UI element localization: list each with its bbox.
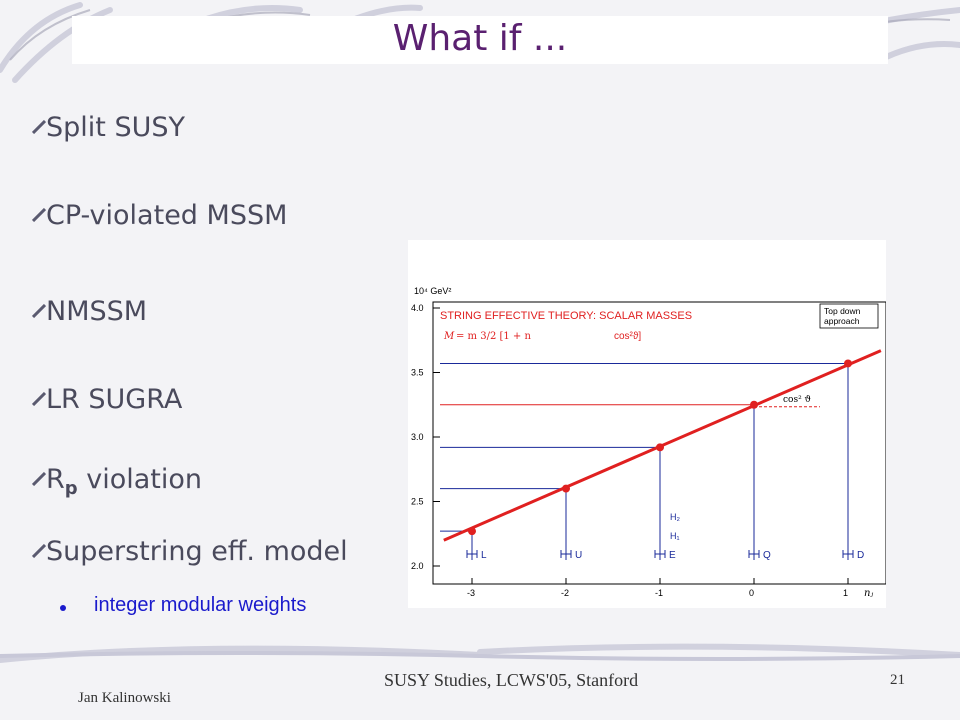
cos-label: cos² ϑ	[783, 395, 812, 405]
point-label: L	[481, 550, 487, 561]
x-tick-label: -2	[561, 588, 569, 598]
formula-middle: = m 3/2 [1 + n	[456, 331, 531, 342]
y-tick-label: 3.5	[411, 368, 424, 378]
scalar-mass-chart: 10⁴ GeV² STRING EFFECTIVE THEORY: SCALAR…	[411, 286, 886, 599]
footer-rule	[0, 651, 960, 661]
higgs-label-h2: H₂	[670, 512, 680, 522]
bullet-mark-icon	[32, 472, 46, 486]
slide-title: What if ...	[392, 18, 568, 59]
bullet-mark-icon	[32, 392, 46, 406]
point-label: E	[669, 550, 676, 561]
corner-box-line-2: approach	[824, 316, 860, 326]
bullet-label: Superstring eff. model	[46, 536, 348, 567]
sub-bullet-dot-icon	[60, 605, 66, 611]
bullet-label: LR SUGRA	[46, 384, 183, 415]
data-point	[562, 484, 570, 493]
y-tick-label: 4.0	[411, 303, 424, 313]
scalar-mass-figure: 10⁴ GeV² STRING EFFECTIVE THEORY: SCALAR…	[408, 240, 886, 608]
x-tick-label: 0	[749, 588, 754, 598]
bullet-mark-icon	[32, 544, 46, 558]
data-point	[468, 527, 476, 536]
chart-title: STRING EFFECTIVE THEORY: SCALAR MASSES	[440, 310, 692, 322]
corner-box	[819, 303, 879, 329]
page-number: 21	[890, 672, 905, 688]
point-label: D	[857, 550, 864, 561]
x-axis-label: nⱼ	[864, 588, 873, 599]
y-tick-label: 2.0	[411, 561, 424, 571]
bullet-label: CP-violated MSSM	[46, 200, 288, 231]
y-tick-label: 2.5	[411, 497, 424, 507]
data-point	[844, 359, 852, 368]
bullet-label: NMSSM	[46, 296, 148, 327]
x-tick-label: -1	[655, 588, 663, 598]
sub-bullet-label: integer modular weights	[94, 594, 307, 616]
bullet-label: Rp violation	[46, 464, 203, 499]
bullet-label: Split SUSY	[46, 112, 185, 143]
x-tick-label: -3	[467, 588, 475, 598]
bullet-mark-icon	[32, 304, 46, 318]
bullet-mark-icon	[32, 208, 46, 222]
title-bar	[72, 16, 888, 64]
formula-left: M	[443, 331, 455, 342]
y-tick-label: 3.0	[411, 432, 424, 442]
point-label: Q	[763, 550, 771, 561]
data-point	[656, 443, 664, 452]
corner-box-line-1: Top down	[824, 306, 861, 316]
point-label: U	[575, 550, 582, 561]
y-unit-label: 10⁴ GeV²	[414, 286, 451, 296]
higgs-label-h1: H₁	[670, 531, 680, 541]
footer-author: Jan Kalinowski	[78, 690, 171, 706]
data-point	[750, 400, 758, 409]
x-tick-label: 1	[843, 588, 848, 598]
footer-title: SUSY Studies, LCWS'05, Stanford	[384, 670, 639, 690]
formula-text: cos²ϑ]	[614, 331, 641, 342]
bullet-mark-icon	[32, 120, 46, 134]
